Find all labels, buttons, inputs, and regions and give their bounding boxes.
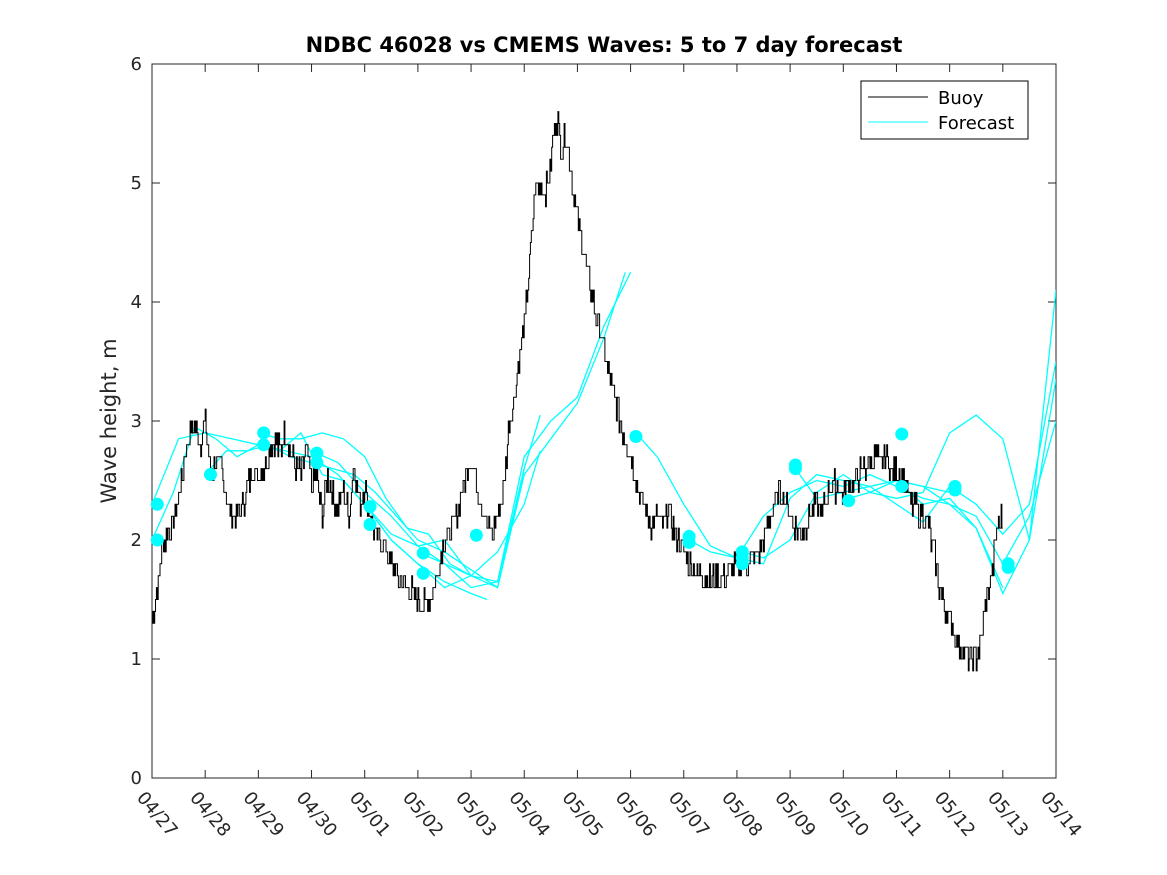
y-tick-label: 5 (131, 173, 142, 194)
forecast-marker (257, 426, 271, 440)
forecast-line (848, 420, 1056, 566)
forecast-marker (948, 483, 962, 497)
legend-box (860, 80, 1029, 140)
forecast-line (258, 432, 541, 577)
forecast-marker (363, 500, 377, 514)
forecast-marker (895, 427, 909, 441)
y-tick-label: 6 (131, 54, 142, 75)
forecast-marker (416, 566, 430, 580)
forecast-marker (629, 429, 643, 443)
forecast-marker (735, 557, 749, 571)
forecast-marker (310, 456, 324, 470)
y-tick-label: 3 (131, 411, 142, 432)
y-axis-label: Wave height, m (97, 338, 121, 503)
forecast-marker (895, 479, 909, 493)
y-tick-label: 4 (131, 292, 142, 313)
chart-title: NDBC 46028 vs CMEMS Waves: 5 to 7 day fo… (306, 33, 903, 57)
forecast-marker (469, 528, 483, 542)
forecast-marker (310, 446, 324, 460)
forecast-marker (257, 438, 271, 452)
legend-buoy-label: Buoy (938, 88, 984, 109)
forecast-marker (788, 462, 802, 476)
forecast-marker (203, 468, 217, 482)
y-tick-label: 1 (131, 649, 142, 670)
forecast-line (364, 272, 632, 589)
forecast-marker (842, 494, 856, 508)
forecast-marker (682, 535, 696, 549)
y-tick-label: 0 (131, 768, 142, 789)
forecast-line (742, 290, 1056, 559)
forecast-line (152, 432, 488, 601)
forecast-marker (150, 533, 164, 547)
forecast-line (417, 272, 626, 589)
buoy-line (152, 111, 1003, 672)
forecast-marker (363, 518, 377, 532)
forecast-marker (416, 546, 430, 560)
forecast-line (311, 414, 541, 583)
y-tick-label: 2 (131, 530, 142, 551)
legend: Buoy Forecast (860, 80, 1029, 140)
legend-forecast-label: Forecast (938, 113, 1014, 134)
forecast-marker (150, 497, 164, 511)
forecast-line (152, 425, 472, 589)
forecast-marker (1001, 560, 1015, 574)
